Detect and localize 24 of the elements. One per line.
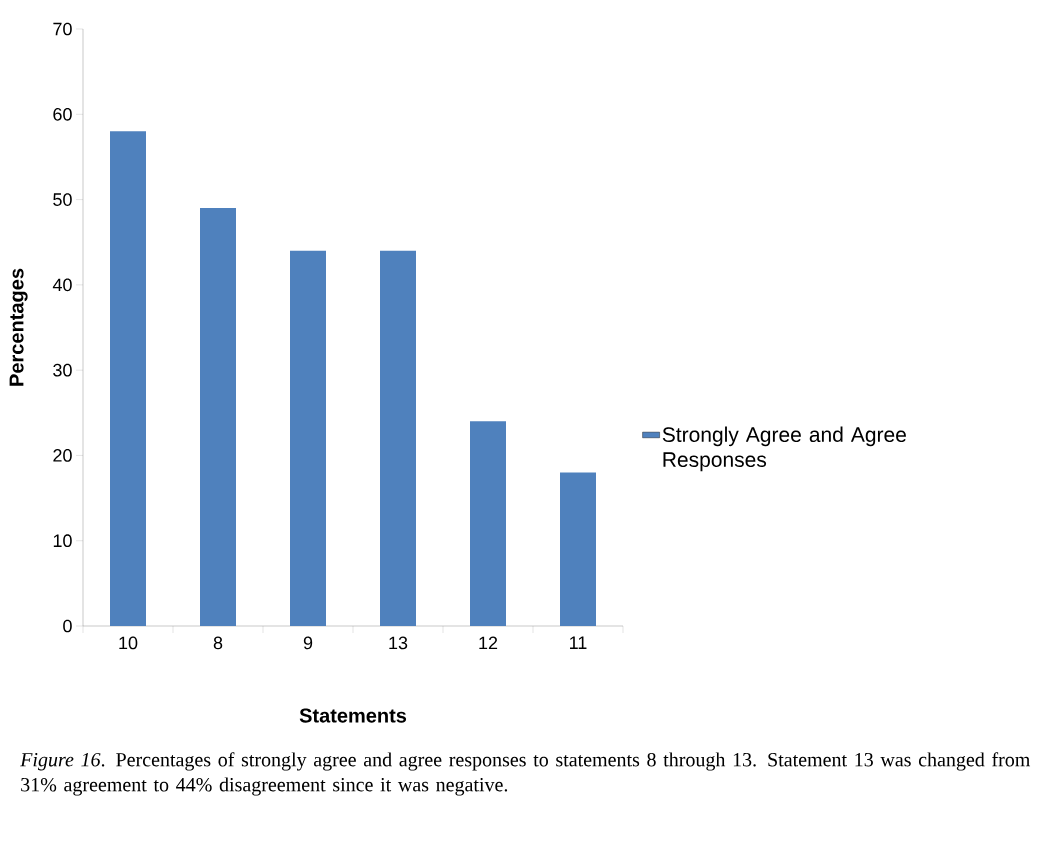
y-tick-label: 20 [53, 449, 72, 462]
y-tick-label: 0 [63, 619, 72, 633]
y-tick-label: 70 [53, 22, 72, 36]
bar [290, 250, 326, 626]
x-tick-label: 9 [303, 636, 313, 650]
y-tick-label: 30 [53, 363, 72, 377]
y-tick-label: 10 [53, 534, 72, 548]
bar [110, 131, 146, 626]
y-axis-title: Percentages [9, 268, 28, 386]
legend-label: Strongly Agree and Agree Responses [662, 426, 906, 472]
x-tick-label: 12 [479, 636, 498, 650]
x-tick-label: 8 [213, 636, 223, 650]
x-tick-label: 10 [119, 636, 138, 650]
bar [560, 472, 596, 626]
x-tick-label: 11 [570, 636, 587, 649]
text: Figure 16. Percentages of strongly agree and agree responses to statements 8 through 13. Statement 13 was changed from 31% agreement to 44% disagreement since it was negative. [20, 752, 1031, 796]
x-axis-title: Statements [299, 708, 407, 723]
y-tick-label: 60 [53, 107, 72, 121]
bar [380, 250, 416, 626]
bar [200, 208, 236, 626]
y-tick-label: 40 [52, 278, 72, 292]
bar [470, 421, 506, 626]
y-tick-label: 50 [53, 193, 72, 206]
x-tick-label: 13 [389, 636, 408, 650]
